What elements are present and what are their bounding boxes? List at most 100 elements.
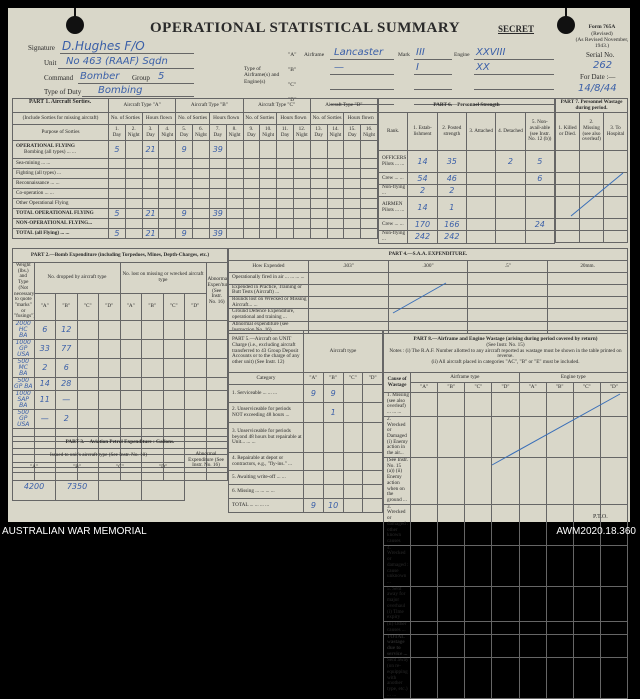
wastage-count-cell[interactable] [410, 544, 439, 587]
expenditure-label: Ground Defence Expenditure, operational … [228, 308, 309, 322]
wastage-count-cell[interactable] [491, 585, 520, 623]
wastage-count-cell[interactable] [545, 544, 574, 587]
wastage-count-cell[interactable] [491, 621, 520, 635]
petrol-cell[interactable] [141, 472, 185, 501]
sortie-cell[interactable] [326, 228, 345, 239]
wastage-count-cell[interactable] [599, 585, 629, 623]
table-row: 2. Wrecked or Damaged (i) Enemy action i… [382, 415, 629, 458]
wastage-count-cell[interactable] [518, 585, 547, 623]
table-row: "A" "B" "C" "D" "A" "B" "C" "D" [384, 382, 629, 393]
table-row: (ii) Other causes ... [382, 621, 629, 635]
wastage-count-cell[interactable] [437, 544, 466, 587]
strength-cell[interactable]: 5 [524, 150, 556, 173]
table-row: TOTAL (all Flying) ... ... 5 21 9 39 [12, 228, 378, 239]
cause-label: (ii) Other causes ... [382, 621, 412, 635]
unit-label: Unit [44, 59, 57, 67]
table-row: How Expended .303" .300" .5" 20mm. [228, 260, 628, 273]
wastage-count-cell[interactable] [572, 657, 601, 699]
petrol-cell[interactable] [98, 472, 142, 501]
wastage-count-cell[interactable] [464, 585, 493, 623]
serial-value: 262 [593, 60, 613, 71]
sortie-cell[interactable] [360, 228, 378, 239]
wastage-count-cell[interactable] [545, 657, 574, 699]
wastage-count-cell[interactable] [518, 633, 547, 659]
wastage-count-cell[interactable] [518, 544, 547, 587]
wastage-count-cell[interactable] [437, 633, 466, 659]
wastage-count-cell[interactable] [491, 456, 520, 505]
serial-label: Serial No. [586, 51, 615, 59]
wastage-count-cell[interactable] [464, 621, 493, 635]
table-cell: Rank. [377, 112, 409, 151]
sortie-cell[interactable] [343, 228, 362, 239]
strength-cell[interactable]: 242 [407, 230, 438, 244]
table-row: 4200 7350 [12, 472, 228, 501]
wastage-count-cell[interactable] [545, 621, 574, 635]
wastage-count-cell[interactable] [572, 456, 601, 505]
wastage-count-cell[interactable] [410, 633, 439, 659]
wastage-count-cell[interactable] [545, 456, 574, 505]
wastage-count-cell[interactable] [572, 633, 601, 659]
table-row: (See Instr. No. 15 (a)) (ii) Enemy actio… [382, 456, 629, 505]
wastage-count-cell[interactable] [545, 585, 574, 623]
wastage-count-cell[interactable] [599, 633, 629, 659]
airframe-label: Airframe [304, 52, 325, 58]
form-title: OPERATIONAL STATISTICAL SUMMARY [150, 20, 461, 36]
part8-note2: (ii) All aircraft placed in categories "… [431, 359, 580, 366]
wastage-count-cell[interactable] [518, 621, 547, 635]
table-cell: .303" [307, 260, 389, 273]
signature-value: D.Hughes F/O [62, 39, 145, 53]
sortie-cell[interactable] [276, 228, 294, 239]
table-row: 4. Repairable at depot or contractors, e… [228, 452, 383, 471]
wastage-count-cell[interactable] [599, 657, 629, 699]
petrol-cell[interactable]: 7350 [55, 472, 99, 501]
pto-label: P.T.O. [593, 514, 608, 520]
sortie-cell[interactable] [242, 228, 261, 239]
wastage-cell[interactable] [603, 230, 628, 243]
unit-value: No 463 (RAAF) Sqdn [66, 56, 168, 67]
wastage-count-cell[interactable] [572, 621, 601, 635]
mark-value: I [416, 62, 419, 73]
wastage-count-cell[interactable] [410, 415, 439, 458]
sortie-cell[interactable] [259, 228, 278, 239]
strength-cell[interactable] [524, 230, 556, 244]
wastage-count-cell[interactable] [437, 657, 466, 699]
wastage-count-cell[interactable] [464, 657, 493, 699]
wastage-count-cell[interactable] [545, 633, 574, 659]
wastage-count-cell[interactable] [410, 621, 439, 635]
wastage-count-cell[interactable] [491, 544, 520, 587]
wastage-count-cell[interactable] [464, 633, 493, 659]
wastage-count-cell[interactable] [437, 392, 466, 417]
table-cell: "B" [55, 293, 78, 322]
wastage-count-cell[interactable] [518, 657, 547, 699]
petrol-cell[interactable]: 4200 [12, 472, 56, 501]
wastage-count-cell[interactable] [491, 633, 520, 659]
table-row: 1. Killed or Died. 2. Missing (see also o… [555, 112, 628, 151]
aircraft-count-cell[interactable] [362, 498, 383, 513]
wastage-count-cell[interactable] [491, 415, 520, 458]
wastage-count-cell[interactable] [491, 392, 520, 417]
wastage-count-cell[interactable] [545, 415, 574, 458]
section-label: OPERATIONAL FLYING [16, 142, 75, 149]
wastage-count-cell[interactable] [518, 456, 547, 505]
part8-strike-line [491, 393, 621, 466]
wastage-count-cell[interactable] [410, 585, 439, 623]
wastage-count-cell[interactable] [599, 544, 629, 587]
wastage-count-cell[interactable] [410, 657, 439, 699]
wastage-count-cell[interactable] [464, 415, 493, 458]
wastage-count-cell[interactable] [572, 544, 601, 587]
wastage-count-cell[interactable] [437, 621, 466, 635]
table-row: 500 MC BA 2 6 [12, 358, 228, 379]
wastage-count-cell[interactable] [437, 585, 466, 623]
table-row: NON-OPERATIONAL FLYING... [12, 218, 378, 229]
sortie-cell[interactable] [292, 228, 311, 239]
wastage-count-cell[interactable] [599, 621, 629, 635]
sortie-cell[interactable] [309, 228, 328, 239]
wastage-count-cell[interactable] [599, 415, 629, 458]
table-cell: No. dropped by aircraft type [33, 261, 121, 295]
wastage-count-cell[interactable] [410, 456, 439, 505]
wastage-count-cell[interactable] [572, 585, 601, 623]
wastage-count-cell[interactable] [464, 544, 493, 587]
strength-cell[interactable] [524, 183, 556, 198]
table-row [555, 172, 628, 185]
wastage-count-cell[interactable] [491, 657, 520, 699]
